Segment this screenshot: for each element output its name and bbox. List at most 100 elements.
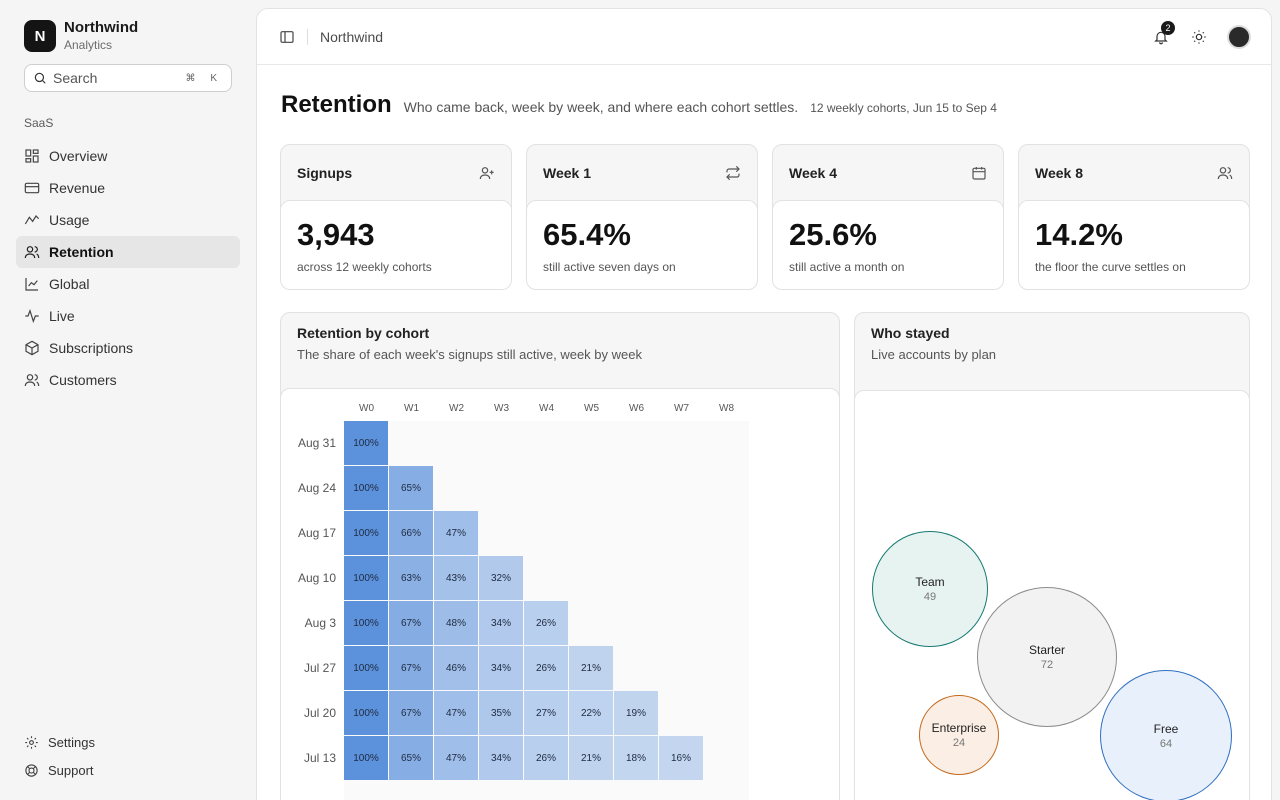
kpi-caption: across 12 weekly cohorts [297,260,432,274]
plan-bubble-starter[interactable]: Starter 72 [977,587,1117,727]
heatmap-column-label: W3 [494,403,509,414]
heatmap-cell[interactable]: 21% [569,736,613,780]
heatmap-cell[interactable]: 47% [434,736,478,780]
calendar-icon [972,166,986,180]
sidebar-item-retention[interactable]: Retention [16,236,240,268]
sidebar-item-support[interactable]: Support [16,756,240,784]
sidebar-item-subscriptions[interactable]: Subscriptions [16,332,240,364]
heatmap-cell[interactable]: 48% [434,601,478,645]
heatmap-column-label: W0 [359,403,374,414]
heatmap-cell[interactable]: 100% [344,691,388,735]
kpi-value: 25.6% [789,217,877,252]
kpi-value: 14.2% [1035,217,1123,252]
heatmap-cell[interactable]: 16% [659,736,703,780]
plan-name: Enterprise [931,720,987,735]
heatmap-cell[interactable]: 65% [389,736,433,780]
heatmap-cell[interactable]: 34% [479,601,523,645]
pulse-icon [25,308,39,324]
heatmap-cell[interactable]: 46% [434,646,478,690]
heatmap-body: W0 W1 W2 W3 W4 W5 W6 W7 W8 Aug 31 100% Aug 24 100% 65… [281,388,839,800]
theme-toggle-button[interactable] [1185,23,1213,51]
sidebar-panel-icon [280,30,294,43]
sidebar-item-usage[interactable]: Usage [16,204,240,236]
heatmap-cell[interactable]: 67% [389,691,433,735]
heatmap-cell[interactable]: 100% [344,601,388,645]
heatmap-cell[interactable]: 19% [614,691,658,735]
heatmap-row-label: Aug 3 [304,616,336,630]
user-avatar[interactable] [1227,25,1251,49]
heatmap-cell[interactable]: 26% [524,646,568,690]
search-input[interactable] [53,70,173,86]
plan-bubble-team[interactable]: Team 49 [872,531,988,647]
sidebar-item-label: Overview [49,148,108,164]
heatmap-cell[interactable]: 27% [524,691,568,735]
sidebar-item-overview[interactable]: Overview [16,140,240,172]
heatmap-cell[interactable]: 35% [479,691,523,735]
plan-count: 49 [923,590,937,603]
kpi-value: 65.4% [543,217,631,252]
page-header: Retention Who came back, week by week, a… [281,91,997,119]
heatmap-cell[interactable]: 67% [389,601,433,645]
heatmap-cell[interactable]: 100% [344,736,388,780]
heatmap-cell[interactable]: 43% [434,556,478,600]
brand-name: Northwind [64,19,139,36]
heatmap-cell[interactable]: 34% [479,736,523,780]
heatmap-cell[interactable]: 65% [389,466,433,510]
heatmap-cell[interactable]: 26% [524,601,568,645]
sidebar-item-customers[interactable]: Customers [16,364,240,396]
search-box[interactable]: ⌘ K [24,64,232,92]
sidebar-item-revenue[interactable]: Revenue [16,172,240,204]
heatmap-cell[interactable]: 66% [389,511,433,555]
sun-icon [1192,30,1206,44]
sidebar-item-label: Live [49,308,75,324]
nav-section-label: SaaS [24,116,54,130]
sidebar-item-settings[interactable]: Settings [16,728,240,756]
heatmap-cell[interactable]: 63% [389,556,433,600]
heatmap-cell[interactable]: 100% [344,421,388,465]
breadcrumb[interactable]: Northwind [320,28,384,45]
panel-subtitle: Live accounts by plan [871,347,997,362]
sidebar-item-global[interactable]: Global [16,268,240,300]
heatmap-cell[interactable]: 18% [614,736,658,780]
heatmap-cell[interactable]: 26% [524,736,568,780]
kpi-card-week-1: Week 1 65.4% still active seven days on [526,144,758,290]
heatmap-cell[interactable]: 100% [344,466,388,510]
heatmap-row-label: Jul 13 [303,751,336,765]
plan-bubble-enterprise[interactable]: Enterprise 24 [918,694,1000,776]
brand[interactable]: N Northwind Analytics [24,19,138,53]
notifications-button[interactable]: 2 [1147,21,1175,51]
heatmap-cell[interactable]: 34% [479,646,523,690]
users-icon [24,374,40,387]
heatmap-cell[interactable]: 32% [479,556,523,600]
kpi-value: 3,943 [297,217,375,252]
heatmap-cell[interactable]: 47% [434,691,478,735]
gear-icon [25,735,38,749]
heatmap-cell[interactable]: 67% [389,646,433,690]
heatmap-cell[interactable]: 100% [344,646,388,690]
plan-count: 24 [952,736,966,749]
topbar: Northwind 2 [257,9,1271,65]
main-panel: Northwind 2 Retention Who came back, wee… [256,8,1272,800]
heatmap-cell[interactable]: 22% [569,691,613,735]
sidebar-item-label: Usage [49,212,90,228]
heatmap-column-label: W8 [719,403,734,414]
heatmap-cell[interactable]: 100% [344,556,388,600]
card-icon [24,182,40,194]
sidebar-toggle-button[interactable] [273,23,301,51]
heatmap-row-label: Aug 24 [297,481,336,495]
sidebar: N Northwind Analytics ⌘ K SaaS Overview … [0,0,256,800]
sidebar-item-live[interactable]: Live [16,300,240,332]
kpi-caption: the floor the curve settles on [1035,260,1186,274]
heatmap-column-label: W5 [584,403,599,414]
kpi-card-signups: Signups 3,943 across 12 weekly cohorts [280,144,512,290]
plans-bubble-chart: Team 49 Starter 72 Enterprise 24 Free 64 [855,390,1249,800]
heatmap-cell[interactable]: 100% [344,511,388,555]
brand-subtitle: Analytics [64,38,113,52]
sidebar-item-label: Revenue [49,180,106,196]
plan-name: Free [1153,721,1179,736]
heatmap-cell[interactable]: 21% [569,646,613,690]
kpi-label: Week 1 [543,164,591,181]
heatmap-cell[interactable]: 47% [434,511,478,555]
plan-bubble-free[interactable]: Free 64 [1100,670,1232,800]
kpi-label: Week 4 [789,164,837,181]
